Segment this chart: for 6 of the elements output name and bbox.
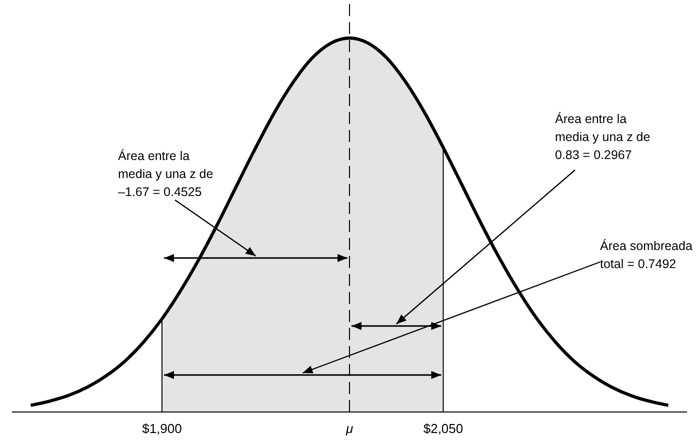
annotation: Área sombreada total = 0.7492 xyxy=(600,239,692,271)
annotation: Área entre la media y una z de –1.67 = 0.4525 xyxy=(118,149,214,199)
x-tick-label: $1,900 xyxy=(142,421,182,436)
annotation: Área entre la media y una z de 0.83 = 0.2967 xyxy=(555,112,650,162)
x-tick-label: $2,050 xyxy=(423,421,464,436)
x-tick-label: μ xyxy=(344,421,354,436)
